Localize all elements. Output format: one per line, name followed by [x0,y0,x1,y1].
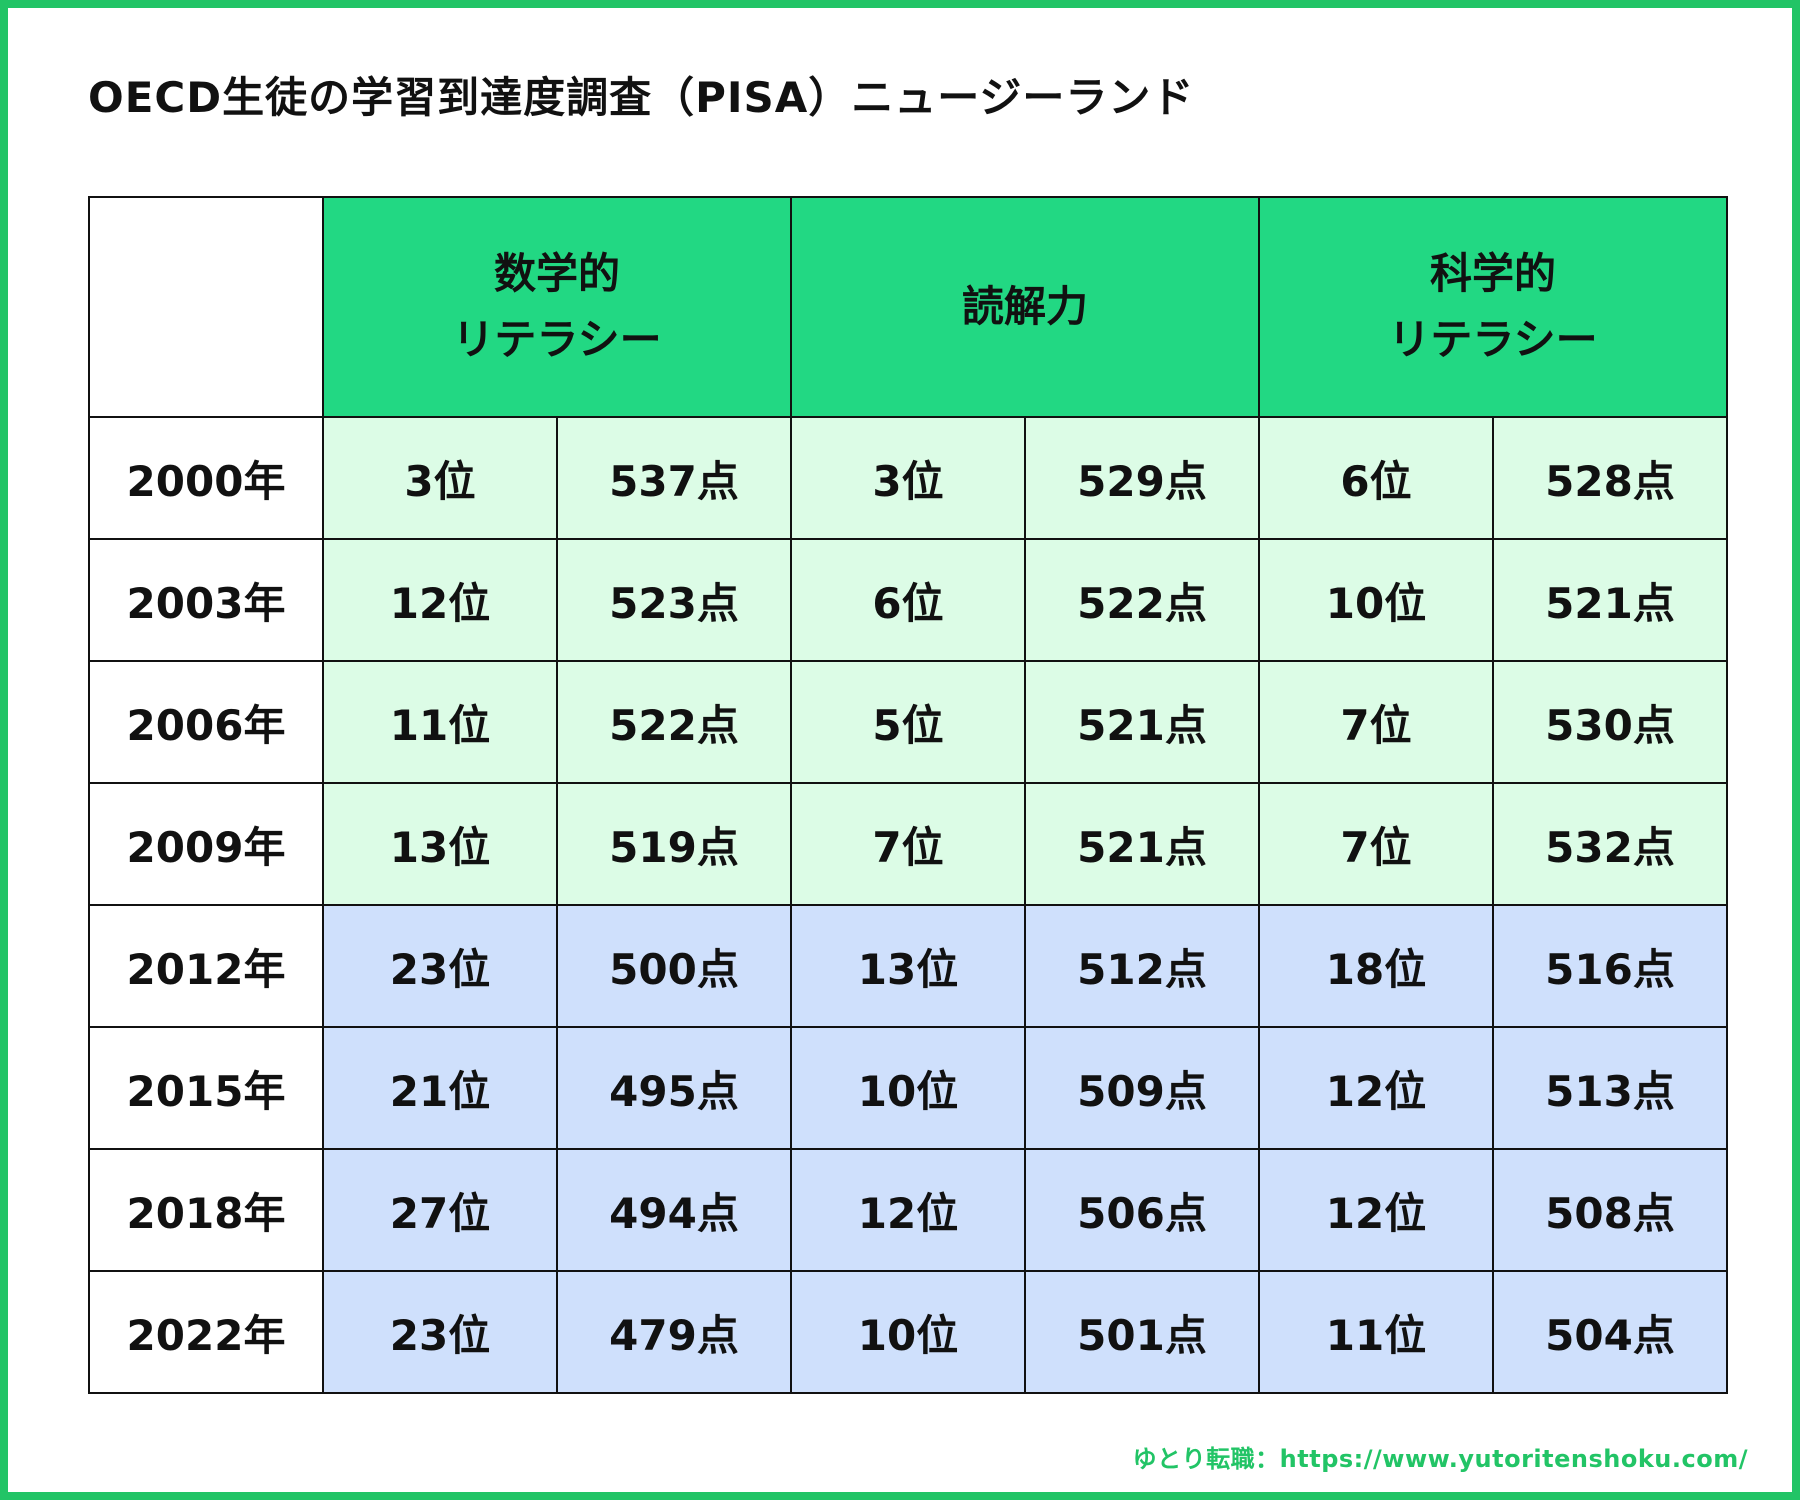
rank-cell: 12位 [1258,1148,1494,1272]
rank-cell: 13位 [322,782,558,906]
score-cell: 494点 [556,1148,792,1272]
rank-cell: 10位 [790,1026,1026,1150]
rank-cell: 12位 [790,1148,1026,1272]
rank-cell: 21位 [322,1026,558,1150]
score-cell: 504点 [1492,1270,1728,1394]
table-row: 2003年 12位 523点 6位 522点 10位 521点 [88,538,1728,662]
score-cell: 521点 [1492,538,1728,662]
rank-cell: 6位 [790,538,1026,662]
header-science-line1: 科学的 [1429,249,1556,298]
score-cell: 522点 [556,660,792,784]
score-cell: 521点 [1024,660,1260,784]
table-header-row: 数学的 リテラシー 読解力 科学的 リテラシー [88,196,1728,418]
rank-cell: 13位 [790,904,1026,1028]
rank-cell: 7位 [1258,782,1494,906]
score-cell: 509点 [1024,1026,1260,1150]
header-math-line1: 数学的 [493,249,620,298]
table-row: 2000年 3位 537点 3位 529点 6位 528点 [88,416,1728,540]
rank-cell: 23位 [322,1270,558,1394]
score-cell: 508点 [1492,1148,1728,1272]
rank-cell: 18位 [1258,904,1494,1028]
year-cell: 2000年 [88,416,324,540]
score-cell: 516点 [1492,904,1728,1028]
score-cell: 522点 [1024,538,1260,662]
year-cell: 2009年 [88,782,324,906]
header-reading-line1: 読解力 [961,282,1088,331]
year-cell: 2012年 [88,904,324,1028]
rank-cell: 12位 [322,538,558,662]
year-cell: 2015年 [88,1026,324,1150]
header-science-line2: リテラシー [1388,315,1598,364]
score-cell: 532点 [1492,782,1728,906]
score-cell: 500点 [556,904,792,1028]
score-cell: 519点 [556,782,792,906]
rank-cell: 12位 [1258,1026,1494,1150]
pisa-table: 数学的 リテラシー 読解力 科学的 リテラシー 2000年 3位 537点 3位 529… [88,196,1728,1394]
table-row: 2009年 13位 519点 7位 521点 7位 532点 [88,782,1728,906]
rank-cell: 23位 [322,904,558,1028]
score-cell: 523点 [556,538,792,662]
rank-cell: 7位 [1258,660,1494,784]
page-title: OECD生徒の学習到達度調査（PISA）ニュージーランド [88,73,1195,122]
table-row: 2015年 21位 495点 10位 509点 12位 513点 [88,1026,1728,1150]
table-row: 2006年 11位 522点 5位 521点 7位 530点 [88,660,1728,784]
rank-cell: 3位 [790,416,1026,540]
score-cell: 501点 [1024,1270,1260,1394]
year-cell: 2018年 [88,1148,324,1272]
score-cell: 513点 [1492,1026,1728,1150]
table-row: 2018年 27位 494点 12位 506点 12位 508点 [88,1148,1728,1272]
year-cell: 2006年 [88,660,324,784]
score-cell: 537点 [556,416,792,540]
score-cell: 479点 [556,1270,792,1394]
header-reading: 読解力 [790,196,1260,418]
score-cell: 521点 [1024,782,1260,906]
table-row: 2022年 23位 479点 10位 501点 11位 504点 [88,1270,1728,1394]
table-row: 2012年 23位 500点 13位 512点 18位 516点 [88,904,1728,1028]
rank-cell: 3位 [322,416,558,540]
score-cell: 506点 [1024,1148,1260,1272]
footer-credit: ゆとり転職：https://www.yutoritenshoku.com/ [1132,1445,1748,1473]
header-corner-cell [88,196,324,418]
header-math-line2: リテラシー [452,315,662,364]
year-cell: 2022年 [88,1270,324,1394]
rank-cell: 5位 [790,660,1026,784]
rank-cell: 10位 [1258,538,1494,662]
rank-cell: 11位 [322,660,558,784]
header-math: 数学的 リテラシー [322,196,792,418]
header-science: 科学的 リテラシー [1258,196,1728,418]
rank-cell: 11位 [1258,1270,1494,1394]
table-body: 2000年 3位 537点 3位 529点 6位 528点 2003年 12位 523点 6位 522… [88,416,1728,1394]
rank-cell: 7位 [790,782,1026,906]
score-cell: 495点 [556,1026,792,1150]
score-cell: 530点 [1492,660,1728,784]
rank-cell: 6位 [1258,416,1494,540]
year-cell: 2003年 [88,538,324,662]
score-cell: 512点 [1024,904,1260,1028]
score-cell: 528点 [1492,416,1728,540]
rank-cell: 27位 [322,1148,558,1272]
rank-cell: 10位 [790,1270,1026,1394]
score-cell: 529点 [1024,416,1260,540]
